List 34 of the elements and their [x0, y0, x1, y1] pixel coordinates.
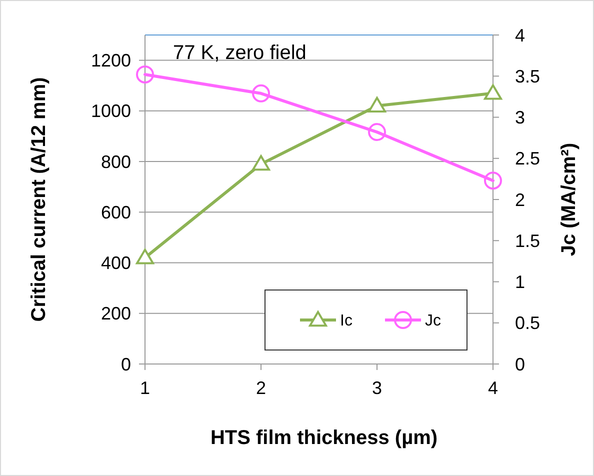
x-axis-title: HTS film thickness (µm): [210, 427, 438, 449]
point: [368, 96, 386, 112]
x-tick-label: 4: [488, 378, 498, 398]
y2-tick-label: 0.5: [515, 313, 540, 334]
point: [136, 248, 154, 264]
y-axis-title: Critical current (A/12 mm): [28, 77, 50, 322]
y2-tick-label: 3.5: [515, 66, 540, 86]
y-tick-label: 200: [100, 304, 131, 324]
legend-label: Jc: [425, 312, 441, 330]
point: [484, 84, 502, 100]
y2-axis-title: Jc (MA/cm²): [558, 142, 580, 256]
y2-tick-label: 1.5: [515, 230, 540, 251]
point: [252, 155, 270, 171]
point: [136, 65, 154, 84]
y-tick-label: 1000: [90, 101, 131, 122]
y2-tick-label: 0: [515, 354, 526, 374]
point: [368, 123, 386, 142]
point: [252, 84, 270, 102]
y2-tick-label: 2: [515, 190, 526, 210]
y2-tick-label: 1: [515, 272, 526, 292]
annotation: 77 K, zero field: [173, 42, 306, 64]
y-tick-label: 800: [100, 152, 131, 172]
y2-tick-label: 4: [515, 25, 526, 46]
x-tick-label: 2: [256, 378, 266, 398]
y2-tick-label: 3: [515, 108, 526, 128]
y-tick-label: 600: [100, 202, 131, 222]
point: [484, 172, 502, 190]
y-tick-label: 400: [100, 253, 131, 274]
y-tick-label: 0: [120, 354, 131, 374]
y2-tick-label: 2.5: [515, 148, 540, 169]
y-tick-label: 1200: [90, 50, 131, 71]
legend-label: Ic: [340, 312, 352, 330]
x-tick-label: 3: [372, 378, 382, 398]
x-tick-label: 1: [140, 378, 150, 398]
